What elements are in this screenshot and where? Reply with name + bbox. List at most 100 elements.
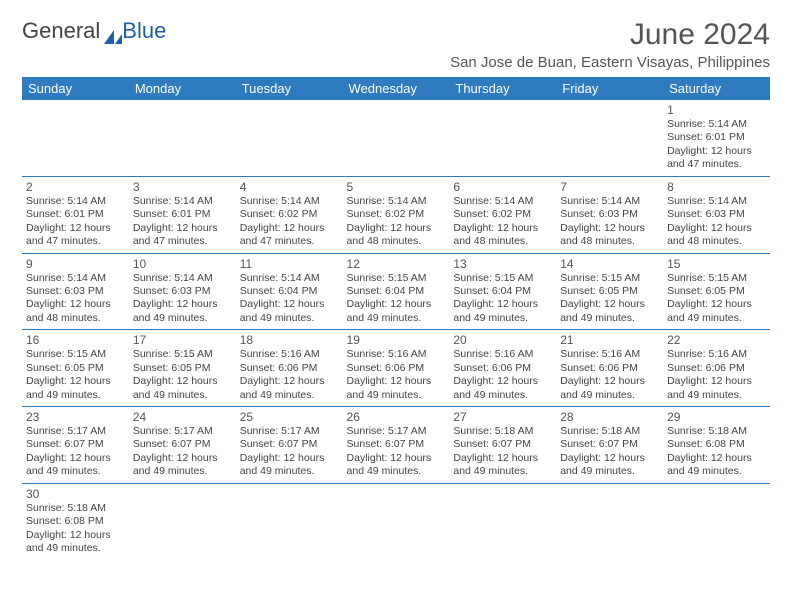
day-number: 21 xyxy=(560,333,659,347)
day-info-line: Sunrise: 5:14 AM xyxy=(26,272,125,285)
day-info-line: Daylight: 12 hours xyxy=(26,375,125,388)
weekday-heading: Thursday xyxy=(449,77,556,100)
day-info-line: Daylight: 12 hours xyxy=(133,452,232,465)
day-info: Sunrise: 5:15 AMSunset: 6:04 PMDaylight:… xyxy=(347,272,446,326)
day-info-line: Daylight: 12 hours xyxy=(347,298,446,311)
day-info-line: and 49 minutes. xyxy=(133,312,232,325)
day-info-line: Sunrise: 5:16 AM xyxy=(347,348,446,361)
day-number: 8 xyxy=(667,180,766,194)
day-info-line: and 47 minutes. xyxy=(26,235,125,248)
day-info-line: and 48 minutes. xyxy=(453,235,552,248)
day-number: 7 xyxy=(560,180,659,194)
day-info: Sunrise: 5:15 AMSunset: 6:05 PMDaylight:… xyxy=(667,272,766,326)
day-number: 5 xyxy=(347,180,446,194)
calendar-day-cell: 10Sunrise: 5:14 AMSunset: 6:03 PMDayligh… xyxy=(129,253,236,330)
day-info-line: and 48 minutes. xyxy=(26,312,125,325)
day-number: 1 xyxy=(667,103,766,117)
day-info: Sunrise: 5:14 AMSunset: 6:03 PMDaylight:… xyxy=(133,272,232,326)
day-info-line: and 49 minutes. xyxy=(347,312,446,325)
calendar-day-cell: 2Sunrise: 5:14 AMSunset: 6:01 PMDaylight… xyxy=(22,176,129,253)
day-info-line: Sunrise: 5:18 AM xyxy=(667,425,766,438)
day-info-line: Sunrise: 5:17 AM xyxy=(347,425,446,438)
day-info-line: Sunset: 6:07 PM xyxy=(453,438,552,451)
brand-logo: General Blue xyxy=(22,18,166,44)
day-info-line: and 49 minutes. xyxy=(26,542,125,555)
day-info-line: Sunset: 6:08 PM xyxy=(667,438,766,451)
day-number: 12 xyxy=(347,257,446,271)
day-info-line: Sunset: 6:01 PM xyxy=(26,208,125,221)
calendar-day-cell: 15Sunrise: 5:15 AMSunset: 6:05 PMDayligh… xyxy=(663,253,770,330)
day-info: Sunrise: 5:14 AMSunset: 6:04 PMDaylight:… xyxy=(240,272,339,326)
calendar-day-cell: 16Sunrise: 5:15 AMSunset: 6:05 PMDayligh… xyxy=(22,330,129,407)
day-info-line: Sunset: 6:01 PM xyxy=(133,208,232,221)
calendar-day-cell xyxy=(22,100,129,176)
day-info: Sunrise: 5:16 AMSunset: 6:06 PMDaylight:… xyxy=(347,348,446,402)
day-info: Sunrise: 5:17 AMSunset: 6:07 PMDaylight:… xyxy=(26,425,125,479)
day-info: Sunrise: 5:15 AMSunset: 6:04 PMDaylight:… xyxy=(453,272,552,326)
day-info-line: and 49 minutes. xyxy=(667,465,766,478)
day-info-line: Sunrise: 5:14 AM xyxy=(667,195,766,208)
calendar-day-cell: 11Sunrise: 5:14 AMSunset: 6:04 PMDayligh… xyxy=(236,253,343,330)
day-info-line: Daylight: 12 hours xyxy=(26,529,125,542)
day-info: Sunrise: 5:14 AMSunset: 6:01 PMDaylight:… xyxy=(133,195,232,249)
day-info-line: Sunrise: 5:15 AM xyxy=(347,272,446,285)
day-number: 30 xyxy=(26,487,125,501)
day-info-line: Sunrise: 5:15 AM xyxy=(133,348,232,361)
calendar-day-cell xyxy=(236,483,343,559)
sail-icon xyxy=(104,24,122,38)
day-number: 13 xyxy=(453,257,552,271)
day-info: Sunrise: 5:18 AMSunset: 6:08 PMDaylight:… xyxy=(26,502,125,556)
calendar-day-cell: 20Sunrise: 5:16 AMSunset: 6:06 PMDayligh… xyxy=(449,330,556,407)
day-info-line: Daylight: 12 hours xyxy=(26,222,125,235)
calendar-day-cell: 17Sunrise: 5:15 AMSunset: 6:05 PMDayligh… xyxy=(129,330,236,407)
day-info-line: Daylight: 12 hours xyxy=(667,145,766,158)
day-number: 27 xyxy=(453,410,552,424)
day-info-line: Sunset: 6:06 PM xyxy=(347,362,446,375)
day-info: Sunrise: 5:18 AMSunset: 6:07 PMDaylight:… xyxy=(453,425,552,479)
day-info-line: Sunrise: 5:16 AM xyxy=(667,348,766,361)
day-info-line: Sunrise: 5:16 AM xyxy=(240,348,339,361)
day-number: 22 xyxy=(667,333,766,347)
day-info-line: Sunrise: 5:18 AM xyxy=(453,425,552,438)
day-info: Sunrise: 5:18 AMSunset: 6:07 PMDaylight:… xyxy=(560,425,659,479)
day-info-line: Daylight: 12 hours xyxy=(26,298,125,311)
day-info-line: Sunrise: 5:14 AM xyxy=(347,195,446,208)
day-info: Sunrise: 5:14 AMSunset: 6:02 PMDaylight:… xyxy=(453,195,552,249)
day-info: Sunrise: 5:18 AMSunset: 6:08 PMDaylight:… xyxy=(667,425,766,479)
calendar-day-cell: 26Sunrise: 5:17 AMSunset: 6:07 PMDayligh… xyxy=(343,407,450,484)
day-info-line: Sunrise: 5:14 AM xyxy=(667,118,766,131)
calendar-week-row: 2Sunrise: 5:14 AMSunset: 6:01 PMDaylight… xyxy=(22,176,770,253)
day-info-line: Daylight: 12 hours xyxy=(133,298,232,311)
day-info-line: Sunset: 6:05 PM xyxy=(560,285,659,298)
day-info-line: Sunset: 6:07 PM xyxy=(133,438,232,451)
day-info: Sunrise: 5:15 AMSunset: 6:05 PMDaylight:… xyxy=(560,272,659,326)
calendar-day-cell: 5Sunrise: 5:14 AMSunset: 6:02 PMDaylight… xyxy=(343,176,450,253)
calendar-day-cell xyxy=(449,483,556,559)
day-info-line: Daylight: 12 hours xyxy=(453,375,552,388)
day-info-line: Sunset: 6:04 PM xyxy=(240,285,339,298)
calendar-day-cell: 27Sunrise: 5:18 AMSunset: 6:07 PMDayligh… xyxy=(449,407,556,484)
calendar-day-cell: 28Sunrise: 5:18 AMSunset: 6:07 PMDayligh… xyxy=(556,407,663,484)
day-info-line: Sunrise: 5:17 AM xyxy=(240,425,339,438)
day-info-line: Daylight: 12 hours xyxy=(667,298,766,311)
calendar-day-cell: 30Sunrise: 5:18 AMSunset: 6:08 PMDayligh… xyxy=(22,483,129,559)
calendar-week-row: 1Sunrise: 5:14 AMSunset: 6:01 PMDaylight… xyxy=(22,100,770,176)
day-info-line: Sunset: 6:05 PM xyxy=(133,362,232,375)
day-number: 25 xyxy=(240,410,339,424)
day-info-line: Sunset: 6:04 PM xyxy=(453,285,552,298)
day-number: 17 xyxy=(133,333,232,347)
day-info-line: Sunrise: 5:15 AM xyxy=(560,272,659,285)
day-info: Sunrise: 5:14 AMSunset: 6:03 PMDaylight:… xyxy=(26,272,125,326)
day-info: Sunrise: 5:15 AMSunset: 6:05 PMDaylight:… xyxy=(133,348,232,402)
weekday-heading: Saturday xyxy=(663,77,770,100)
day-info-line: Sunrise: 5:14 AM xyxy=(240,195,339,208)
weekday-heading: Sunday xyxy=(22,77,129,100)
day-info: Sunrise: 5:15 AMSunset: 6:05 PMDaylight:… xyxy=(26,348,125,402)
calendar-day-cell xyxy=(449,100,556,176)
calendar-week-row: 23Sunrise: 5:17 AMSunset: 6:07 PMDayligh… xyxy=(22,407,770,484)
day-info-line: Daylight: 12 hours xyxy=(347,222,446,235)
day-info-line: Daylight: 12 hours xyxy=(560,452,659,465)
day-number: 9 xyxy=(26,257,125,271)
day-number: 26 xyxy=(347,410,446,424)
day-number: 11 xyxy=(240,257,339,271)
